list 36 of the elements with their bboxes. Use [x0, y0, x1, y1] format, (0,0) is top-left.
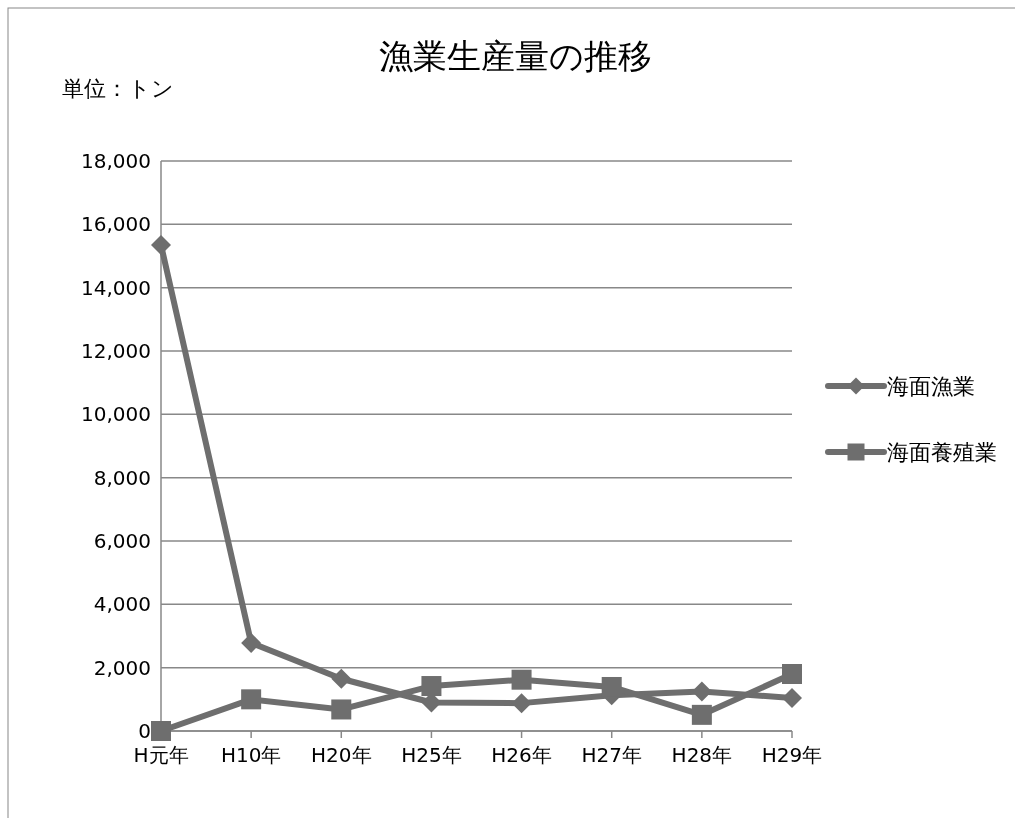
x-tick-label: H10年 [220, 743, 282, 767]
y-tick-label: 4,000 [93, 592, 151, 617]
legend-label: 海面養殖業 [887, 440, 997, 465]
point [151, 234, 171, 255]
point [691, 704, 712, 725]
point [511, 669, 532, 690]
point [241, 632, 262, 653]
point [241, 689, 262, 710]
point [782, 664, 802, 684]
x-tick-label: H29年 [761, 743, 823, 767]
y-tick-label: 14,000 [81, 275, 151, 300]
y-tick-label: 16,000 [81, 212, 151, 237]
point [421, 676, 442, 697]
point [601, 676, 622, 697]
x-tick-label: H20年 [311, 743, 372, 767]
y-tick-label: 2,000 [93, 655, 151, 680]
point [782, 688, 802, 709]
y-tick-label: 18,000 [81, 149, 151, 173]
point [691, 681, 712, 702]
point [331, 668, 352, 689]
legend-label: 海面漁業 [887, 374, 975, 399]
chart-title: 漁業生産量の推移 [378, 38, 652, 75]
point [151, 721, 171, 741]
y-tick-label: 0 [138, 719, 151, 743]
x-tick-label: H26年 [491, 743, 552, 767]
x-tick-label: H25年 [401, 743, 462, 767]
y-tick-label: 8,000 [93, 465, 151, 490]
y-tick-label: 10,000 [81, 402, 151, 427]
y-tick-label: 6,000 [93, 529, 151, 553]
x-tick-label: H28年 [671, 743, 733, 767]
x-tick-label: H27年 [581, 743, 642, 767]
point [331, 699, 352, 720]
y-tick-label: 12,000 [81, 339, 151, 363]
text: 単位：トン [62, 76, 174, 101]
point [511, 693, 532, 714]
x-tick-label: H元年 [133, 743, 189, 767]
